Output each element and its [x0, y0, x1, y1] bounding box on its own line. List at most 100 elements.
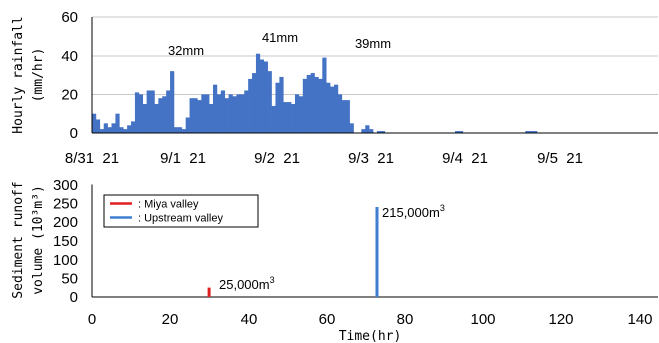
rainfall-bar [189, 98, 194, 133]
top-xtick-label: 9/3 21 [348, 150, 394, 167]
rainfall-bar [252, 73, 257, 133]
rainfall-bar [322, 57, 327, 133]
bottom-ytick-label: 0 [70, 289, 78, 306]
top-xtick-label: 9/1 21 [160, 150, 206, 167]
rainfall-bar [127, 125, 132, 133]
rainfall-bar [158, 98, 163, 133]
rainfall-bar [376, 131, 382, 133]
top-ylabel-line1: Hourly rainfall [11, 16, 26, 133]
rainfall-bar [326, 82, 331, 133]
top-xtick-label: 9/4 21 [442, 150, 488, 167]
rainfall-bar [279, 76, 284, 133]
rainfall-bar [134, 92, 140, 133]
rainfall-bar [263, 61, 268, 133]
rainfall-bar [330, 86, 335, 133]
rainfall-bar [271, 105, 276, 133]
bottom-ytick-label: 200 [53, 214, 78, 231]
rainfall-bar [103, 123, 108, 133]
bottom-xtick-label: 120 [548, 311, 573, 328]
rainfall-bar [341, 100, 347, 133]
rainfall-bar [146, 90, 151, 133]
bottom-ylabel-line1: Sediment runoff [11, 181, 26, 298]
rainfall-bar [248, 78, 253, 133]
top-xtick-label: 8/31 21 [65, 150, 119, 167]
bottom-xtick-label: 140 [627, 311, 652, 328]
top-ylabel-line2: (mm/hr) [31, 48, 46, 103]
rainfall-bar [310, 73, 315, 133]
bottom-xtick-label: 80 [397, 311, 414, 328]
rainfall-bar [142, 104, 147, 133]
legend-label-upstream: : Upstream valley [138, 213, 223, 225]
rainfall-bar [525, 131, 530, 133]
rainfall-bar [224, 98, 229, 133]
rainfall-bar [244, 90, 249, 133]
rainfall-bar [236, 94, 241, 133]
legend: : Miya valley : Upstream valley [103, 194, 259, 228]
rainfall-bar [111, 123, 116, 133]
rainfall-bar [349, 123, 354, 133]
rainfall-bar [170, 71, 175, 133]
rainfall-bar [306, 75, 311, 133]
annotation-215000-sup: 3 [440, 203, 445, 213]
rainfall-bar [337, 94, 343, 133]
peak-annotation-41mm: 41mm [262, 30, 298, 45]
rainfall-bar [455, 131, 460, 133]
bottom-xtick-label: 60 [319, 311, 336, 328]
rainfall-bar [181, 129, 186, 133]
rainfall-chart: 60 40 20 0 Hourly rainfall (mm/hr) 8/31 … [11, 9, 658, 167]
bottom-ytick-label: 250 [53, 196, 78, 213]
top-xtick-label: 9/2 21 [254, 150, 300, 167]
rainfall-bar [131, 121, 136, 133]
bottom-ytick-label: 300 [53, 177, 78, 194]
rainfall-bar [197, 100, 202, 133]
bottom-ylabel-line2: volume (10³m³) [31, 185, 46, 295]
rainfall-bar [255, 53, 261, 134]
rainfall-bar [345, 100, 350, 133]
rainfall-bar [177, 127, 183, 133]
annotation-215000: 215,000m3 [382, 203, 445, 220]
annotation-25000: 25,000m3 [219, 275, 275, 292]
rainfall-bar [185, 117, 190, 133]
peak-annotation-32mm: 32mm [168, 43, 204, 58]
rainfall-bar [302, 78, 307, 133]
rainfall-bar [154, 104, 159, 133]
bottom-xtick-label: 100 [470, 311, 495, 328]
rainfall-bar [228, 94, 233, 133]
rainfall-bar [107, 127, 112, 133]
bottom-xtick-label: 20 [162, 311, 179, 328]
rainfall-bar [380, 131, 386, 133]
rainfall-bar [166, 90, 171, 133]
bottom-xtick-label: 40 [241, 311, 258, 328]
rainfall-bar [213, 84, 218, 133]
peak-annotation-39mm: 39mm [355, 36, 391, 51]
rainfall-bar [138, 94, 144, 133]
rainfall-bar [162, 96, 167, 133]
rainfall-bar [193, 98, 198, 133]
top-xtick-label: 9/5 21 [537, 150, 583, 167]
rainfall-bar [533, 131, 538, 133]
rainfall-bar [361, 129, 366, 133]
annotation-25000-text: 25,000m [219, 277, 270, 292]
bottom-ytick-label: 50 [61, 271, 78, 288]
rainfall-bar [92, 113, 97, 133]
rainfall-bar [365, 125, 370, 133]
rainfall-bar [173, 127, 179, 133]
annotation-25000-sup: 3 [270, 275, 275, 285]
bottom-xtick-label: 0 [88, 311, 96, 328]
bottom-ytick-label: 100 [53, 252, 78, 269]
rainfall-bars [92, 53, 538, 134]
rainfall-bar [287, 102, 292, 133]
top-ytick-label: 40 [61, 48, 78, 65]
rainfall-bar [240, 94, 245, 133]
rainfall-bar [314, 76, 319, 133]
rainfall-bar [259, 59, 265, 133]
legend-box [103, 194, 259, 228]
legend-label-miya: : Miya valley [138, 199, 199, 211]
annotation-215000-text: 215,000m [382, 205, 440, 220]
rainfall-bar [283, 102, 288, 133]
rainfall-bar [369, 129, 374, 133]
rainfall-bar [205, 94, 210, 133]
top-ytick-label: 20 [61, 87, 78, 104]
sediment-chart: : Miya valley : Upstream valley 25,000m3… [11, 177, 658, 343]
rainfall-bar [95, 119, 101, 133]
